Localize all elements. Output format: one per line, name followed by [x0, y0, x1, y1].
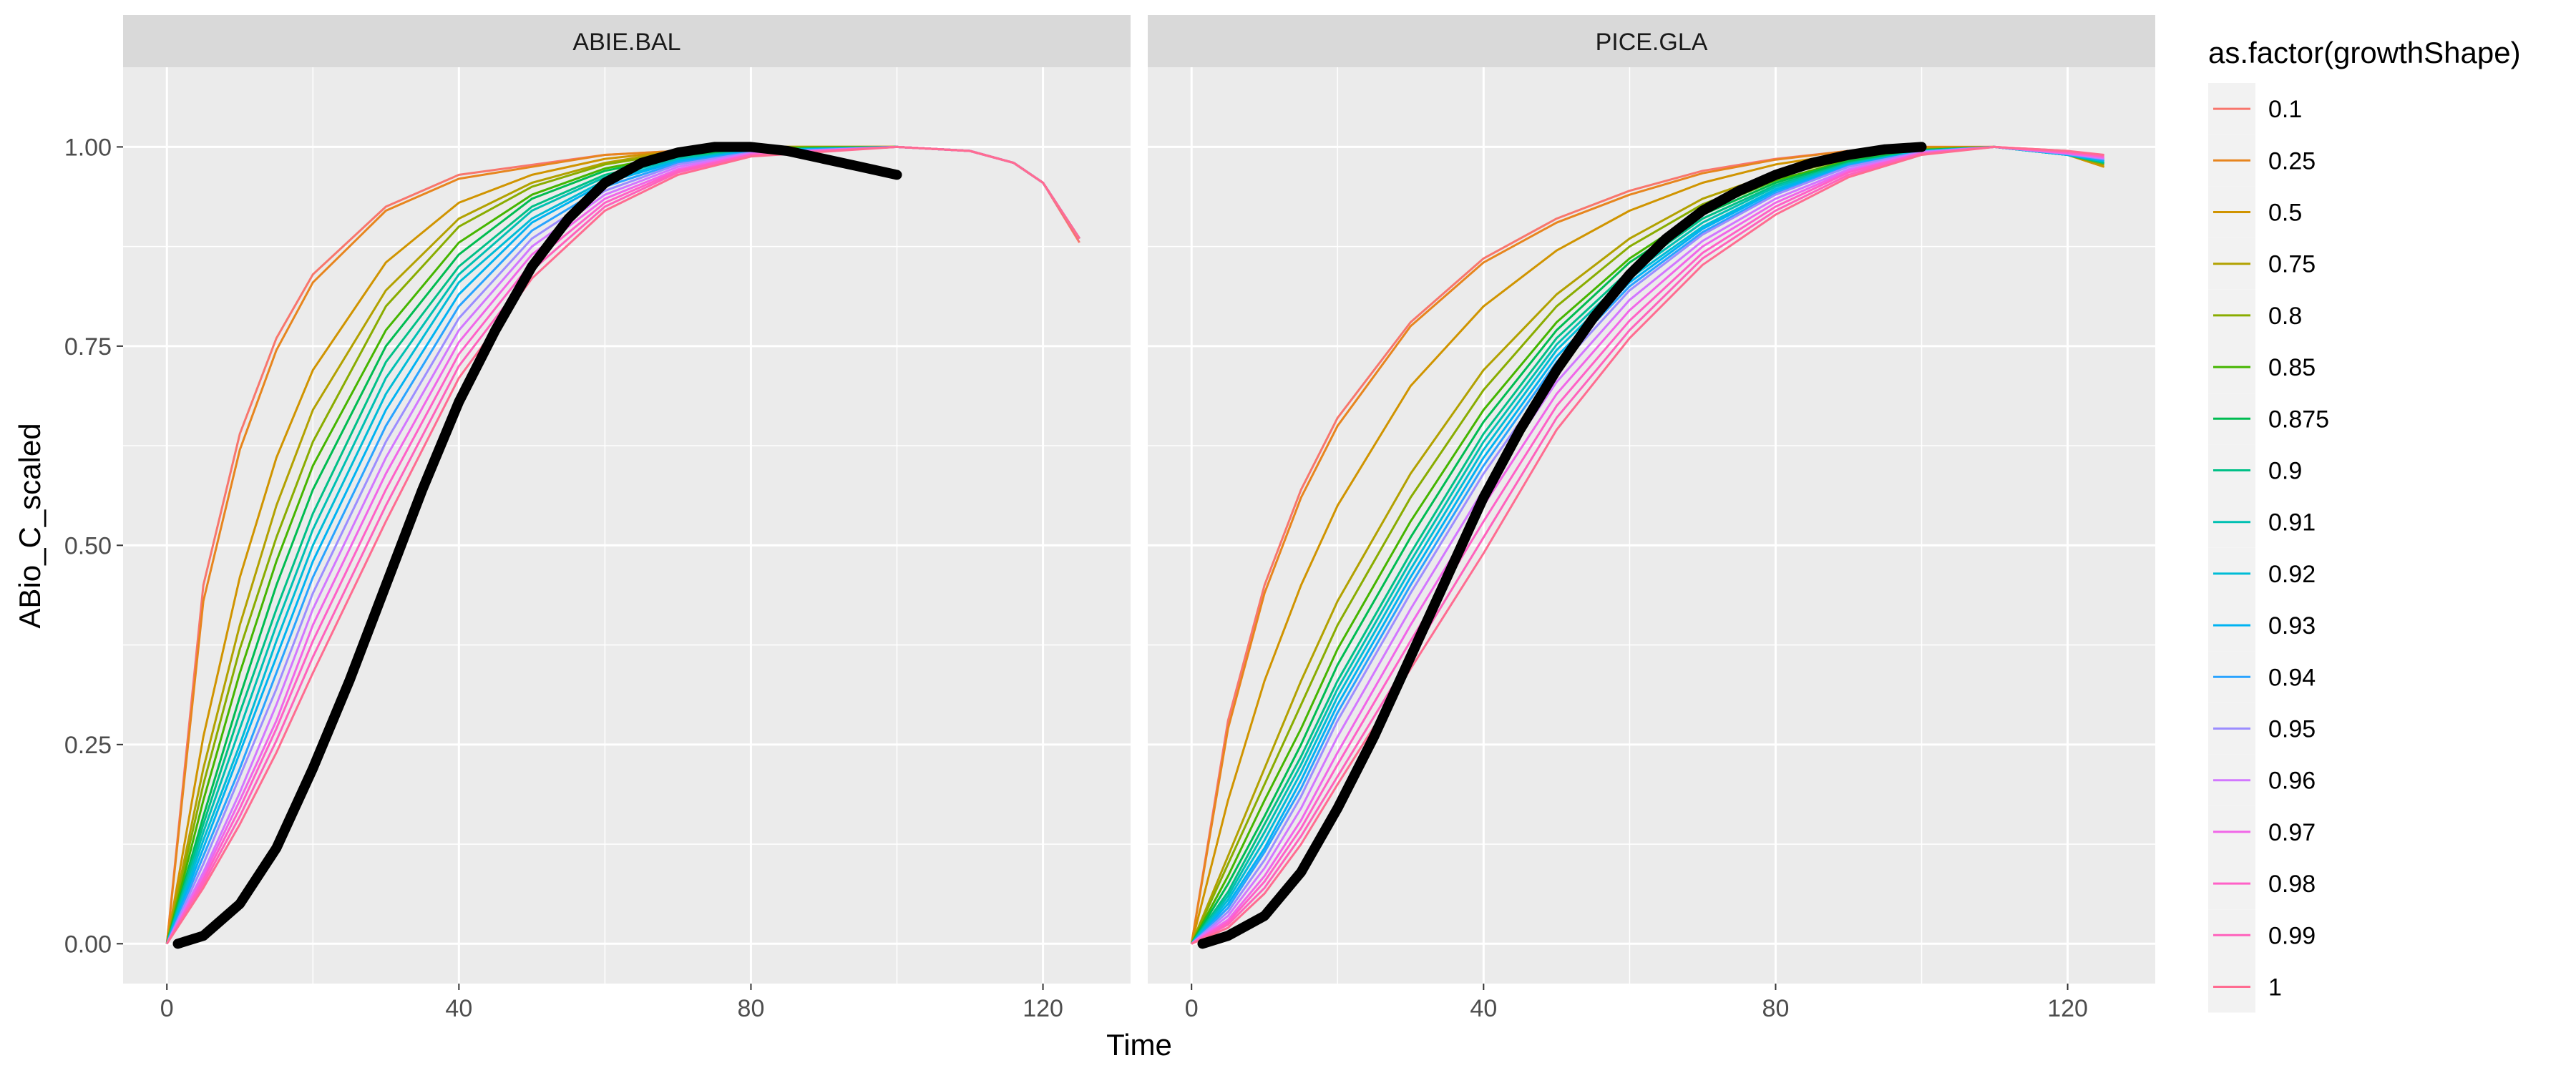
legend-label: 0.25: [2268, 147, 2316, 175]
legend-label: 0.92: [2268, 561, 2316, 588]
legend-label: 0.85: [2268, 354, 2316, 381]
panel-pice-gla: PICE.GLA 0 40 80 120: [1148, 15, 2155, 1022]
x-tick-label: 120: [1023, 995, 1063, 1022]
reference-line: [1197, 142, 1927, 949]
y-tick-label: 1.00: [64, 134, 112, 161]
panel-abie-bal: ABIE.BAL 0.00 0.25 0.50 0.75 1.00 0 40 80 120: [64, 15, 1131, 1022]
x-axis-title: Time: [1106, 1028, 1172, 1062]
legend-label: 0.98: [2268, 871, 2316, 898]
y-axis-ticks: 0.00 0.25 0.50 0.75 1.00: [64, 134, 123, 958]
legend-label: 0.8: [2268, 303, 2302, 330]
y-tick-label: 0.00: [64, 931, 112, 958]
y-tick-label: 0.50: [64, 532, 112, 559]
legend-label: 0.97: [2268, 819, 2316, 846]
strip-background: [1148, 15, 2155, 67]
legend-label: 0.94: [2268, 664, 2316, 691]
legend-label: 0.91: [2268, 509, 2316, 536]
reference-curve: [172, 142, 902, 949]
x-tick-label: 80: [1762, 995, 1790, 1022]
legend-label: 0.1: [2268, 96, 2302, 123]
legend-label: 0.99: [2268, 922, 2316, 949]
series-lines: [165, 145, 1080, 945]
legend-label: 1: [2268, 974, 2282, 1001]
grid-lines: [123, 67, 1131, 984]
plot-panel-background: [1148, 67, 2155, 984]
x-tick-label: 80: [738, 995, 765, 1022]
legend-label: 0.75: [2268, 251, 2316, 278]
reference-curve: [1197, 142, 1927, 949]
legend-title: as.factor(growthShape): [2208, 36, 2521, 69]
x-axis-ticks: 0 40 80 120: [1185, 984, 2088, 1022]
y-tick-label: 0.75: [64, 333, 112, 361]
y-axis-title: ABio_C_scaled: [13, 423, 47, 628]
legend-label: 0.95: [2268, 716, 2316, 743]
series-line-1: [165, 145, 1080, 945]
x-tick-label: 0: [160, 995, 174, 1022]
legend-label: 0.96: [2268, 768, 2316, 795]
legend-label: 0.875: [2268, 406, 2329, 433]
x-tick-label: 0: [1185, 995, 1199, 1022]
reference-line: [172, 142, 902, 949]
strip-label: PICE.GLA: [1596, 29, 1708, 56]
legend-items: 0.1 0.25 0.5 0.75 0.8 0.85 0.875 0.9 0.91 0.92 0.9…: [2208, 83, 2329, 1013]
x-tick-label: 40: [445, 995, 472, 1022]
legend: as.factor(growthShape) 0.1 0.25 0.5 0.75 0.8…: [2208, 36, 2521, 1013]
x-tick-label: 40: [1470, 995, 1497, 1022]
x-tick-label: 120: [2047, 995, 2088, 1022]
y-tick-label: 0.25: [64, 732, 112, 759]
strip-label: ABIE.BAL: [572, 29, 680, 56]
series-line-1: [1191, 145, 2104, 945]
strip-background: [123, 15, 1131, 67]
legend-label: 0.9: [2268, 458, 2302, 485]
legend-label: 0.93: [2268, 612, 2316, 640]
x-axis-ticks: 0 40 80 120: [160, 984, 1063, 1022]
legend-label: 0.5: [2268, 200, 2302, 227]
